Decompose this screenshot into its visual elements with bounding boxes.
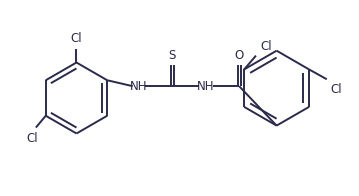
Text: Cl: Cl — [331, 83, 342, 96]
Text: NH: NH — [130, 80, 147, 93]
Text: NH: NH — [197, 80, 214, 93]
Text: Cl: Cl — [26, 132, 38, 144]
Text: Cl: Cl — [260, 40, 271, 53]
Text: O: O — [234, 49, 244, 62]
Text: S: S — [168, 49, 176, 62]
Text: Cl: Cl — [71, 32, 82, 45]
